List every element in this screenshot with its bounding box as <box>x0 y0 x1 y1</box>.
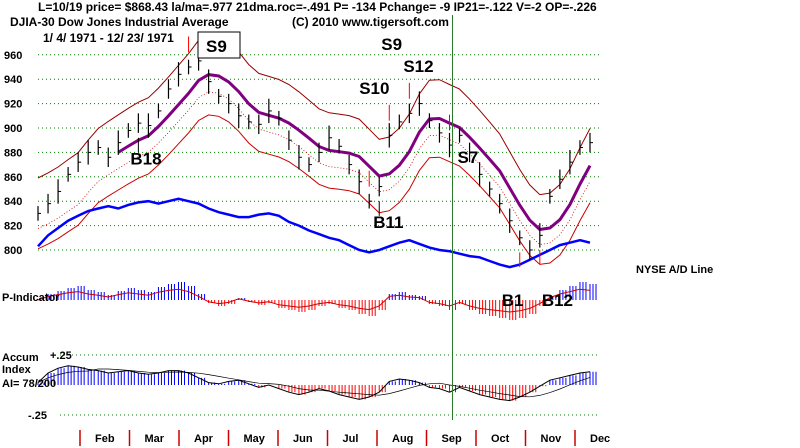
ad-line <box>37 197 591 269</box>
copyright: (C) 2010 www.tigersoft.com <box>292 15 449 29</box>
month-label: Jun <box>293 433 313 445</box>
month-label: Mar <box>145 433 165 445</box>
chart-title: DJIA-30 Dow Jones Industrial Average <box>10 15 229 29</box>
y-tick-label: 920 <box>4 99 22 111</box>
stats-line: L=10/19 price= $868.43 la/ma=.977 21dma.… <box>38 0 597 14</box>
lower-band <box>37 114 591 265</box>
month-label: Oct <box>491 433 510 445</box>
sell-signal-S7: S7 <box>457 148 478 167</box>
month-label: Dec <box>590 433 610 445</box>
ad-line-label: NYSE A/D Line <box>636 264 714 276</box>
date-range: 1/ 4/ 1971 - 12/ 23/ 1971 <box>43 31 174 45</box>
ad-ma-line <box>37 91 591 245</box>
y-tick-label: 840 <box>4 196 22 208</box>
p-indicator-label: P-Indicator <box>2 292 60 304</box>
month-label: Feb <box>95 433 115 445</box>
accum-tick-label: +.25 <box>50 350 72 362</box>
accum-tick-label: -.25 <box>28 410 47 422</box>
y-tick-label: 820 <box>4 221 22 233</box>
month-label: Nov <box>541 433 563 445</box>
y-tick-label: 880 <box>4 147 22 159</box>
sell-signal-S9: S9 <box>206 37 227 56</box>
buy-signal-B1: B1 <box>502 291 524 310</box>
buy-signal-B11: B11 <box>373 213 403 232</box>
y-tick-label: 800 <box>4 245 22 257</box>
upper-band <box>37 33 591 196</box>
sell-signal-S9: S9 <box>381 35 402 54</box>
accum-label: Accum Index <box>2 352 39 376</box>
sell-signal-S10: S10 <box>359 79 389 98</box>
accum-ai: AI= 78/200 <box>2 378 57 390</box>
y-tick-label: 900 <box>4 123 22 135</box>
p-indicator-ma <box>37 288 591 313</box>
buy-signal-B18: B18 <box>130 150 161 169</box>
month-label: Aug <box>392 433 413 445</box>
month-label: Sep <box>442 433 462 445</box>
signal-box <box>197 31 241 59</box>
y-tick-label: 860 <box>4 172 22 184</box>
y-tick-label: 960 <box>4 50 22 62</box>
buy-signal-B12: B12 <box>542 291 573 310</box>
y-tick-label: 940 <box>4 74 22 86</box>
month-label: May <box>244 433 266 445</box>
month-label: Jul <box>343 433 359 445</box>
sell-signal-S12: S12 <box>403 57 433 76</box>
month-label: Apr <box>194 433 214 445</box>
accum-ma <box>37 368 591 398</box>
moving-average-line <box>117 73 592 232</box>
